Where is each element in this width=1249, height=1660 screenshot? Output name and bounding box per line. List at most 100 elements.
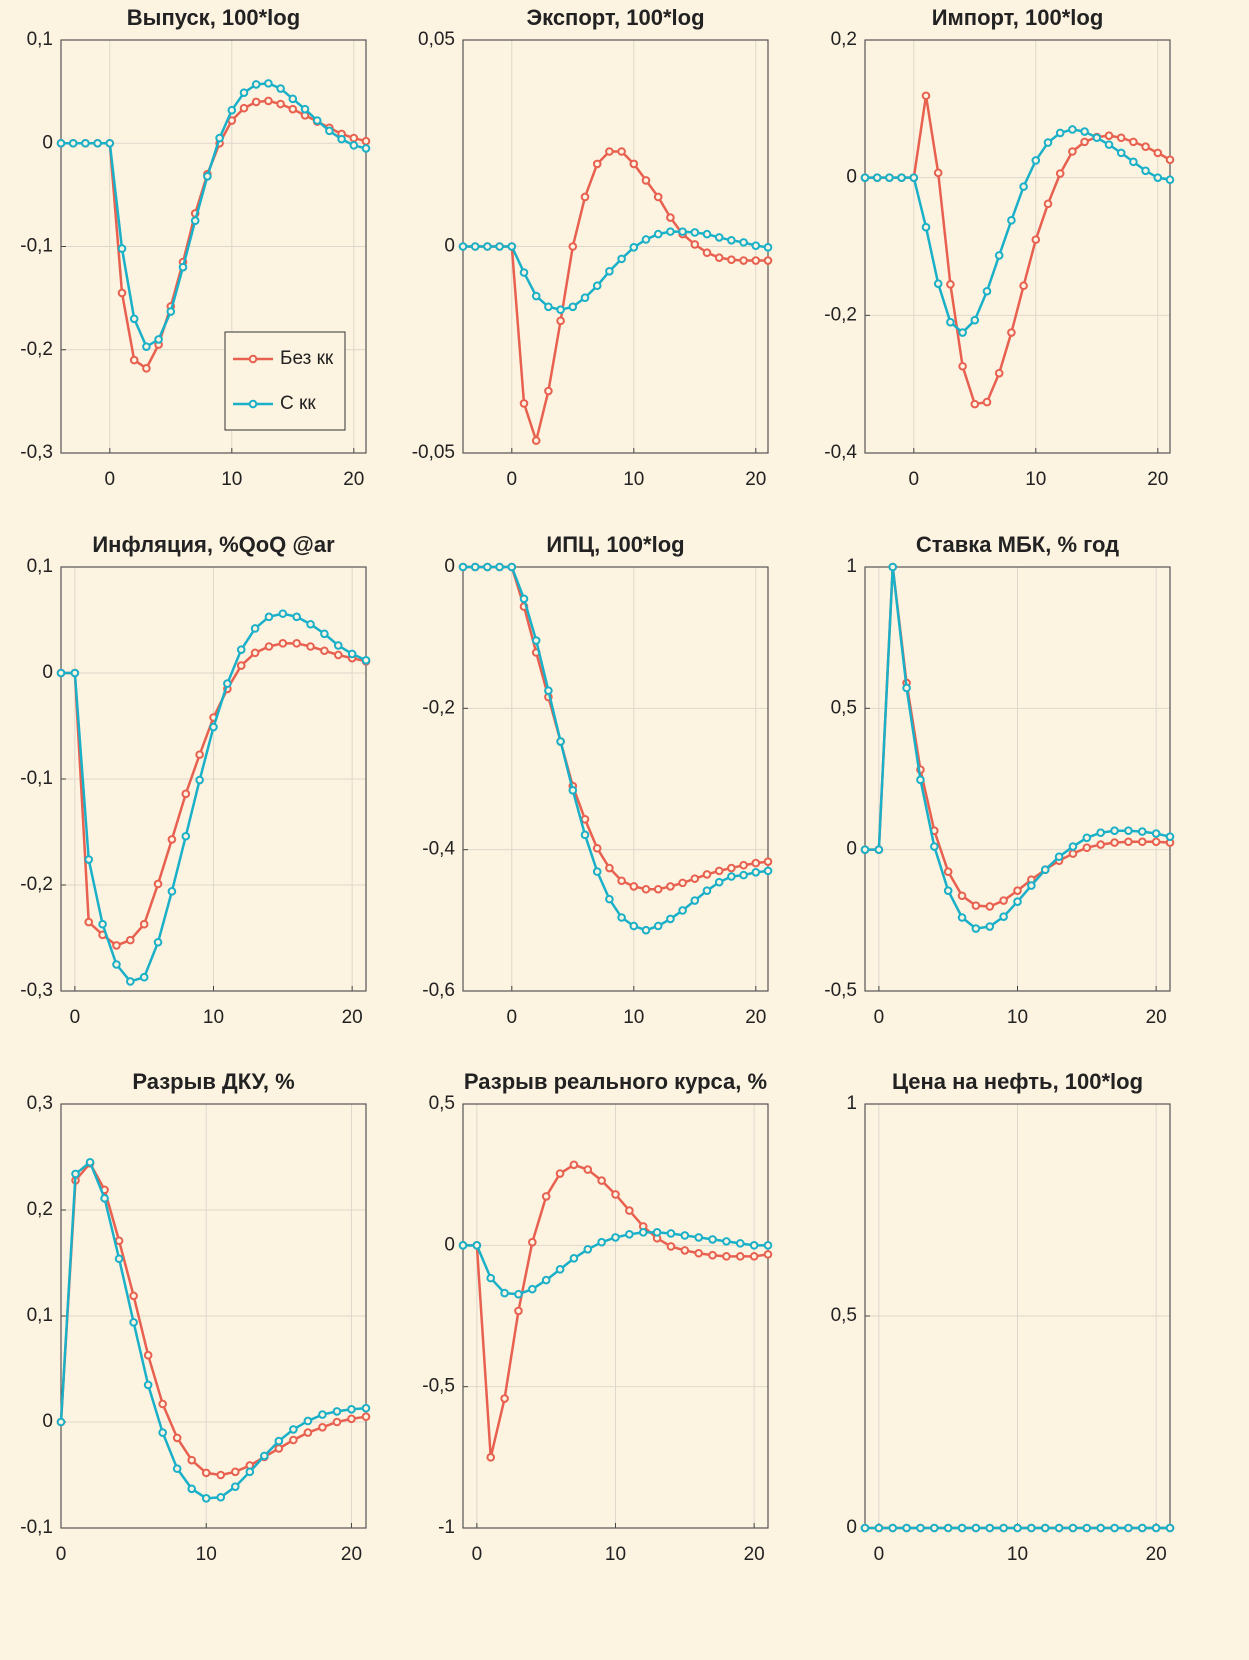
y-tick-label: 0,1	[27, 29, 53, 50]
data-point	[727, 236, 736, 245]
data-point	[70, 668, 80, 678]
x-tick-label: 10	[1007, 1544, 1028, 1565]
chart-title: Разрыв ДКУ, %	[132, 1069, 294, 1094]
y-tick-label: 0,5	[429, 1093, 455, 1114]
data-point	[605, 894, 614, 904]
data-point	[916, 1523, 925, 1533]
data-point	[653, 921, 663, 931]
chart-title: Выпуск, 100*log	[127, 5, 300, 30]
data-point	[93, 138, 102, 148]
data-point	[666, 1229, 676, 1238]
y-tick-label: 0	[846, 839, 857, 860]
data-point	[580, 192, 590, 202]
data-point	[1124, 837, 1133, 847]
data-point	[105, 138, 115, 148]
data-point	[260, 1451, 269, 1461]
data-point	[85, 1158, 95, 1167]
data-point	[1080, 137, 1089, 147]
data-point	[751, 867, 761, 877]
data-point	[1013, 886, 1022, 895]
data-point	[727, 872, 736, 881]
data-point	[617, 913, 626, 922]
data-point	[544, 386, 553, 396]
data-point	[702, 886, 712, 895]
data-point	[201, 1494, 211, 1503]
data-point	[739, 238, 748, 247]
data-point	[56, 1417, 66, 1427]
data-point	[1116, 133, 1126, 143]
chart-title: Разрыв реального курса, %	[464, 1069, 767, 1094]
data-point	[143, 1350, 153, 1360]
data-point	[500, 1288, 509, 1298]
data-point	[617, 876, 626, 886]
x-tick-label: 10	[623, 469, 644, 490]
data-point	[1151, 837, 1161, 847]
data-point	[666, 227, 675, 236]
data-point	[1137, 1523, 1147, 1533]
data-point	[483, 562, 492, 572]
x-tick-label: 0	[105, 469, 116, 490]
x-tick-label: 0	[507, 469, 518, 490]
data-point	[486, 1453, 496, 1462]
data-point	[318, 1423, 327, 1432]
data-point	[617, 147, 626, 156]
data-point	[943, 867, 953, 877]
data-point	[1055, 128, 1065, 138]
data-point	[641, 176, 651, 185]
data-point	[690, 240, 700, 249]
data-point	[158, 1428, 167, 1437]
data-point	[653, 884, 663, 894]
plot-frame	[60, 39, 367, 454]
data-point	[985, 902, 995, 911]
data-point	[1110, 838, 1119, 847]
data-point	[1040, 1523, 1050, 1533]
data-point	[1153, 173, 1163, 182]
data-point	[957, 1523, 967, 1533]
plot-frame	[60, 1103, 367, 1529]
data-point	[568, 242, 578, 251]
data-point	[678, 878, 687, 888]
data-point	[531, 636, 541, 645]
data-point	[592, 843, 602, 853]
data-point	[129, 1291, 138, 1301]
data-point	[100, 1194, 109, 1203]
data-point	[153, 937, 163, 947]
data-point	[236, 661, 246, 670]
data-point	[971, 924, 981, 933]
plot-frame	[60, 566, 367, 992]
data-point	[957, 913, 967, 922]
data-point	[251, 80, 261, 89]
data-point	[714, 253, 724, 262]
data-point	[641, 925, 651, 935]
data-point	[592, 159, 602, 169]
chart-title: Цена на нефть, 100*log	[892, 1069, 1143, 1094]
data-point	[181, 789, 191, 799]
data-point	[264, 96, 273, 106]
data-point	[556, 305, 565, 314]
data-point	[84, 855, 94, 864]
data-point	[333, 641, 343, 650]
data-point	[227, 105, 237, 115]
data-point	[982, 397, 992, 407]
data-point	[872, 173, 882, 182]
data-point	[276, 99, 285, 109]
data-point	[201, 1468, 211, 1478]
data-point	[605, 147, 614, 156]
data-point	[1019, 281, 1028, 291]
data-point	[250, 648, 260, 658]
data-point	[1129, 137, 1138, 147]
y-tick-label: 1	[846, 1093, 857, 1114]
data-point	[714, 877, 724, 887]
data-point	[1151, 829, 1161, 838]
data-point	[514, 1306, 523, 1316]
plot-area	[463, 567, 768, 991]
data-point	[1124, 826, 1133, 836]
data-point	[874, 845, 884, 854]
data-point	[292, 639, 301, 648]
plot-area	[865, 40, 1170, 453]
data-point	[860, 1523, 870, 1533]
data-point	[1007, 328, 1016, 337]
data-point	[274, 1444, 284, 1453]
data-point	[680, 1246, 690, 1255]
data-point	[56, 138, 66, 148]
